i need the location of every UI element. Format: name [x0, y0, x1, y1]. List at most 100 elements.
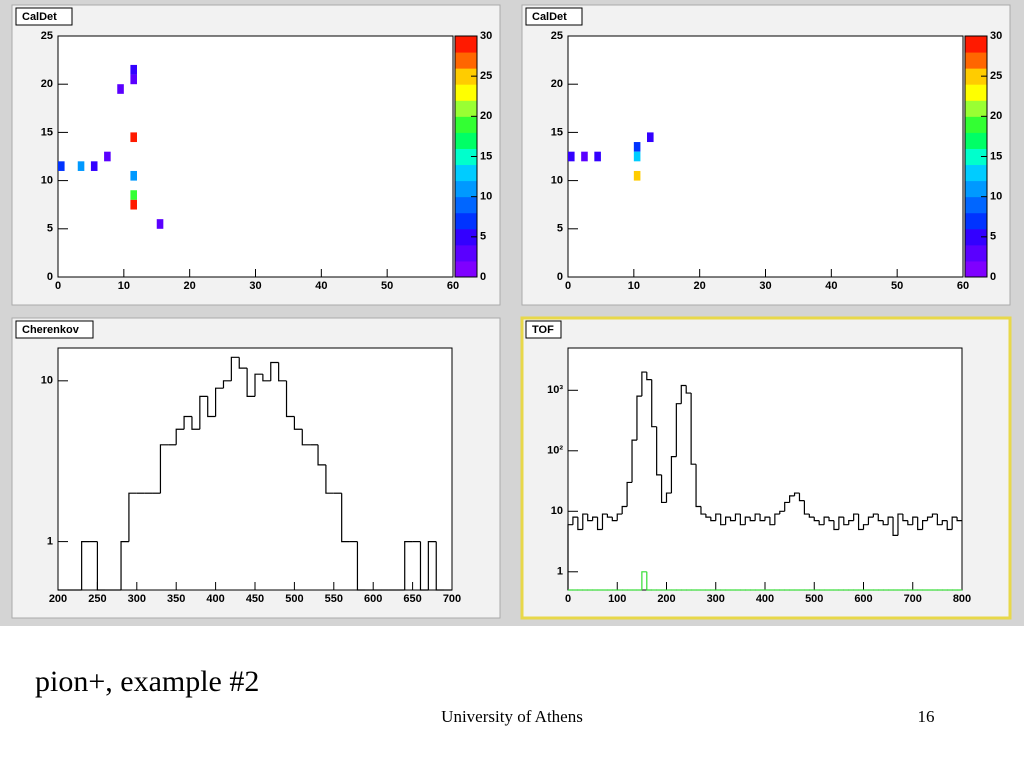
x-tick-label: 400	[206, 593, 224, 605]
x-tick-label: 700	[443, 593, 461, 605]
histogram-bin	[317, 444, 326, 466]
y-tick-label: 1	[47, 536, 53, 548]
y-tick-label: 10	[41, 175, 53, 187]
cell	[633, 142, 641, 152]
histogram-bin	[784, 501, 790, 512]
x-tick-label: 350	[167, 593, 185, 605]
histogram-bin	[81, 541, 90, 590]
x-tick-label: 300	[707, 593, 725, 605]
histogram-bin	[427, 541, 437, 590]
histogram-bin	[862, 524, 869, 530]
x-tick-label: 0	[55, 280, 61, 292]
chart-title: TOF	[532, 324, 554, 336]
histogram-bin	[592, 516, 598, 521]
histogram-bin	[356, 541, 366, 591]
cell	[633, 170, 641, 181]
histogram-bin	[853, 513, 859, 521]
histogram-bin	[587, 514, 593, 522]
z-tick-label: 25	[990, 70, 1002, 82]
histogram-bin	[238, 357, 248, 369]
histogram-bin	[715, 513, 721, 521]
x-tick-label: 40	[825, 280, 837, 292]
histogram-bin	[941, 520, 948, 525]
x-tick-label: 0	[565, 593, 571, 605]
x-tick-label: 200	[657, 593, 675, 605]
cell	[130, 190, 137, 200]
z-tick-label: 5	[990, 231, 996, 243]
histogram-bin	[710, 517, 716, 522]
histogram-bin	[926, 516, 933, 521]
histogram-bin	[246, 368, 255, 397]
histogram-bin	[936, 514, 943, 526]
y-tick-label: 10³	[547, 384, 563, 396]
x-tick-label: 250	[88, 593, 106, 605]
color-band	[965, 100, 987, 117]
histogram-bin	[695, 464, 701, 508]
x-tick-label: 40	[315, 280, 327, 292]
histogram-bin	[680, 384, 687, 404]
histogram-bin	[808, 514, 815, 518]
histogram-bin	[582, 513, 588, 530]
histogram-bin	[813, 517, 820, 522]
cell	[581, 151, 588, 162]
x-tick-label: 0	[565, 280, 571, 292]
histogram-bin	[887, 516, 894, 525]
histogram-bin	[215, 387, 224, 417]
histogram-bin	[670, 456, 677, 494]
x-tick-label: 60	[447, 280, 459, 292]
y-tick-label: 10²	[547, 445, 563, 457]
y-tick-label: 15	[41, 126, 53, 138]
histogram-bin	[931, 513, 938, 518]
plot-frame	[567, 35, 964, 278]
cell	[130, 64, 137, 75]
x-tick-label: 50	[891, 280, 903, 292]
y-tick-label: 0	[47, 271, 53, 283]
x-tick-label: 100	[608, 593, 626, 605]
histogram-bin	[285, 380, 295, 418]
color-band	[455, 212, 477, 230]
color-band	[455, 116, 477, 133]
y-tick-label: 1	[557, 566, 563, 578]
chart-title: CalDet	[532, 11, 567, 23]
histogram-bin	[675, 403, 682, 457]
histogram-bin	[779, 510, 785, 515]
x-tick-label: 550	[325, 593, 343, 605]
plot-frame	[57, 35, 454, 278]
x-tick-label: 600	[854, 593, 872, 605]
color-band	[455, 100, 477, 117]
histogram-bin	[789, 495, 795, 503]
histogram-bin	[922, 520, 928, 530]
cell	[130, 132, 137, 143]
histogram-bin	[690, 393, 697, 465]
histogram-bin	[626, 481, 633, 507]
histogram-bin	[621, 505, 628, 515]
histogram-bin	[700, 506, 706, 515]
z-tick-label: 20	[990, 110, 1002, 122]
cell	[633, 151, 641, 162]
plot-frame	[567, 347, 963, 591]
histogram-bin	[577, 517, 583, 531]
histogram-bin	[159, 444, 169, 494]
histogram-bin	[833, 520, 839, 531]
histogram-bin	[734, 513, 741, 521]
histogram-bin	[897, 513, 903, 536]
cell	[647, 132, 654, 143]
x-tick-label: 20	[184, 280, 196, 292]
histogram-bin	[572, 516, 578, 525]
histogram-bin	[199, 395, 208, 430]
histogram-bin	[685, 385, 692, 394]
color-band	[965, 228, 987, 246]
histogram-bin	[769, 517, 775, 526]
chart-title: CalDet	[22, 11, 57, 23]
histogram-bin	[191, 416, 200, 430]
x-tick-label: 300	[128, 593, 146, 605]
z-tick-label: 10	[480, 191, 492, 203]
title-box	[15, 320, 94, 339]
color-band	[965, 52, 987, 69]
color-band	[455, 164, 477, 182]
cell	[117, 84, 124, 94]
y-tick-label: 0	[557, 271, 563, 283]
histogram-bin	[646, 372, 652, 381]
